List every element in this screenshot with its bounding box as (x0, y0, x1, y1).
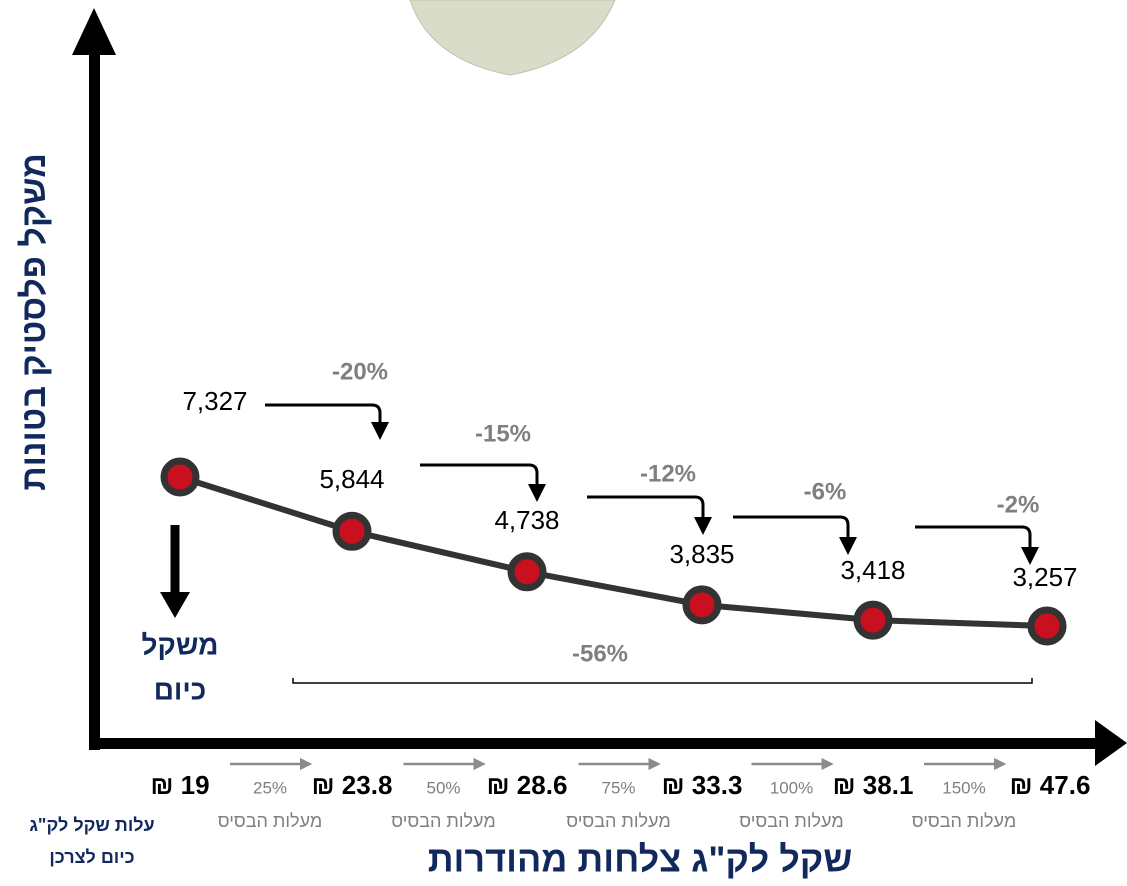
change-arrow (915, 525, 1039, 565)
change-arrow (265, 403, 389, 440)
x-tick-label: ₪ 47.6 (1010, 770, 1091, 800)
y-axis-arrow (72, 8, 116, 55)
step-text: מעלות הבסיס (739, 811, 843, 831)
current-weight-label: משקל (142, 629, 219, 660)
change-label: -2% (997, 491, 1040, 518)
point (332, 511, 372, 551)
value-label: 3,835 (669, 539, 734, 569)
current-weight-label: כיום (154, 674, 207, 705)
change-label: -12% (640, 460, 696, 487)
x-tick-label: ₪ 28.6 (487, 770, 568, 800)
point (682, 585, 722, 625)
step-text: מעלות הבסיס (218, 811, 322, 831)
point (507, 552, 547, 592)
step-label: 100% (770, 778, 813, 797)
y-axis (89, 40, 100, 750)
step-text: מעלות הבסיס (912, 811, 1016, 831)
y-axis-label: משקל פלסטיק בטונות (15, 153, 53, 491)
current-cost-label: כיום לצרכן (49, 847, 134, 867)
x-axis-arrow (1095, 720, 1127, 766)
x-axis-label: שקל לק"ג צלחות מהודרות (428, 839, 853, 880)
change-label: -6% (804, 478, 847, 505)
change-label: -15% (475, 420, 531, 447)
plate-image (409, 0, 616, 76)
value-label: 4,738 (494, 505, 559, 535)
point (853, 600, 893, 640)
total-change: -56% (572, 640, 628, 667)
step-label: 50% (426, 778, 460, 797)
value-label: 3,257 (1012, 562, 1077, 592)
x-tick-label: ₪ 19 (150, 770, 209, 800)
step-label: 25% (253, 778, 287, 797)
down-arrow-head (160, 592, 190, 618)
step-text: מעלות הבסיס (391, 811, 495, 831)
point (1027, 606, 1067, 646)
line (179, 474, 1048, 629)
change-label: -20% (332, 358, 388, 385)
current-cost-label: עלות שקל לק"ג (29, 815, 154, 835)
x-tick-label: ₪ 38.1 (833, 770, 914, 800)
value-label: 7,327 (182, 386, 247, 416)
value-label: 5,844 (319, 464, 384, 494)
change-arrow (420, 463, 546, 502)
change-arrow (733, 515, 857, 555)
step-label: 75% (601, 778, 635, 797)
x-axis (89, 738, 1099, 749)
change-arrow (587, 495, 712, 535)
point (160, 457, 200, 497)
x-tick-label: ₪ 23.8 (312, 770, 393, 800)
value-label: 3,418 (840, 555, 905, 585)
step-label: 150% (942, 778, 985, 797)
total-bracket (292, 678, 1033, 684)
x-tick-label: ₪ 33.3 (662, 770, 743, 800)
step-text: מעלות הבסיס (566, 811, 670, 831)
